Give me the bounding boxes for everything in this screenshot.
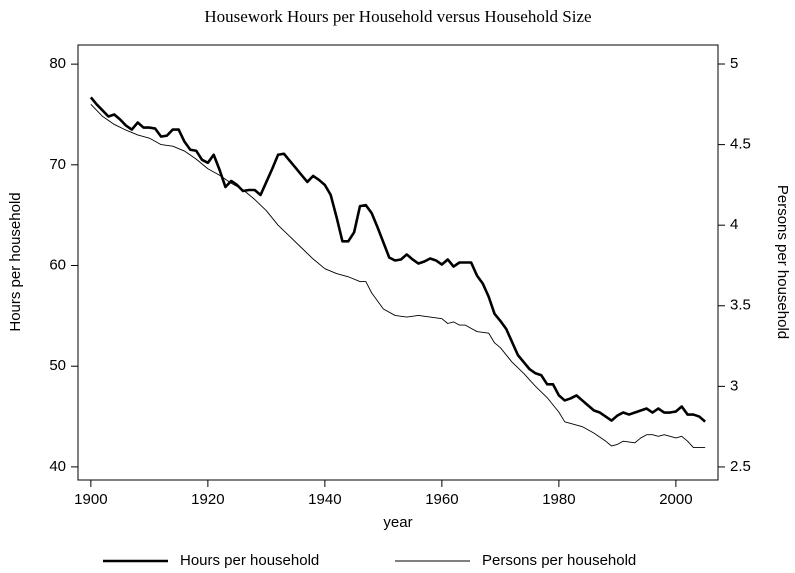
series-line (89, 96, 706, 423)
y-axis-label: Hours per household (7, 192, 24, 331)
x-tick-label: 1960 (425, 491, 458, 508)
legend-label: Persons per household (482, 552, 636, 569)
y2-tick-label: 3.5 (730, 297, 751, 314)
chart-title: Housework Hours per Household versus Hou… (204, 7, 591, 26)
plot-frame (77, 44, 719, 481)
y2-tick-label: 3 (730, 377, 738, 394)
y-tick-label: 80 (49, 55, 66, 72)
y-tick-label: 40 (49, 458, 66, 475)
x-tick-label: 2000 (659, 491, 692, 508)
y2-tick-label: 4.5 (730, 136, 751, 153)
x-tick-label: 1940 (308, 491, 341, 508)
legend-label: Hours per household (180, 552, 319, 569)
y2-tick-label: 5 (730, 55, 738, 72)
series-line (90, 103, 706, 449)
y2-axis-label: Persons per household (774, 185, 791, 339)
x-tick-label: 1900 (74, 491, 107, 508)
y2-tick-label: 4 (730, 216, 738, 233)
y-tick-label: 50 (49, 357, 66, 374)
y-tick-label: 60 (49, 256, 66, 273)
y2-tick-label: 2.5 (730, 458, 751, 475)
x-tick-label: 1920 (191, 491, 224, 508)
x-tick-label: 1980 (542, 491, 575, 508)
y-tick-label: 70 (49, 156, 66, 173)
x-axis-label: year (383, 514, 412, 531)
